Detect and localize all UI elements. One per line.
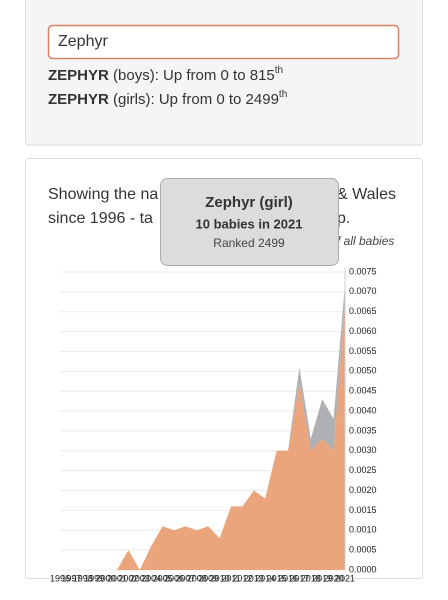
x-tick-label: 2008 [187,573,207,583]
x-tick-label: 2007 [175,573,195,583]
x-tick-label: 2019 [312,573,332,583]
y-tick-label: 0.0035 [349,425,377,435]
result-line: ZEPHYR (girls): Up from 0 to 2499th [48,89,287,108]
plot: 0.0000 0.0005 0.0010 0.0015 0.0020 0.0025 0.00… [50,266,377,583]
x-tick-label: 2021 [335,573,355,583]
tooltip-line: 10 babies in 2021 [196,216,303,231]
y-tick-label: 0.0000 [349,564,377,574]
description-note: f all babies [337,234,394,248]
y-tick-label: 0.0060 [349,326,377,336]
y-tick-label: 0.0005 [349,545,377,555]
x-tick-label: 2002 [118,573,138,583]
y-tick-label: 0.0070 [349,286,377,296]
x-tick-label: 1997 [61,573,81,583]
y-tick-label: 0.0040 [349,405,377,415]
x-tick-label: 2018 [301,573,321,583]
result-name: ZEPHYR [48,67,109,84]
y-tick-label: 0.0065 [349,306,377,316]
y-tick-label: 0.0055 [349,346,377,356]
y-tick-label: 0.0020 [349,485,377,495]
y-tick-label: 0.0030 [349,445,377,455]
tooltip-line: Ranked 2499 [213,236,285,250]
x-tick-label: 2005 [153,573,173,583]
x-tick-label: 1998 [73,573,93,583]
tooltip [160,178,339,266]
result-suffix: th [275,65,283,76]
result-name: ZEPHYR [48,91,109,108]
description: p. [337,210,350,227]
result-line: ZEPHYR (boys): Up from 0 to 815th [48,65,283,84]
input-text[interactable]: Zephyr [58,33,108,50]
tooltip-title: Zephyr (girl) [205,194,293,211]
area [60,299,345,570]
x-tick-label: 2013 [244,573,264,583]
description: Showing the na [48,186,158,203]
x-tick-label: 2017 [289,573,309,583]
x-tick-label: 2011 [221,573,240,583]
y-tick-label: 0.0025 [349,465,377,475]
y-tick-label: 0.0010 [349,525,377,535]
x-tick-label: 2020 [324,573,344,583]
x-tick-label: 2015 [267,573,287,583]
search-input[interactable] [47,24,400,60]
x-tick-label: 2004 [141,573,161,583]
x-tick-label: 2014 [255,573,275,583]
x-tick-label: 1999 [84,573,104,583]
description: & Wales [337,186,396,203]
y-tick-label: 0.0015 [349,505,377,515]
y-tick-label: 0.0050 [349,366,377,376]
result-suffix: th [279,89,287,100]
x-tick-label: 1996 [50,573,70,583]
x-tick-label: 2010 [210,573,230,583]
x-tick-label: 2006 [164,573,184,583]
result-text: (boys): Up from 0 to 815 [113,67,275,84]
result-text: (girls): Up from 0 to 2499 [113,91,279,108]
y-tick-label: 0.0075 [349,266,377,276]
x-tick-label: 2016 [278,573,298,583]
y-tick-label: 0.0045 [349,386,377,396]
x-tick-label: 2009 [198,573,218,583]
x-tick-label: 2012 [232,573,252,583]
description: since 1996 - ta [48,210,153,227]
x-tick-label: 2000 [96,573,116,583]
x-tick-label: 2003 [130,573,150,583]
x-tick-label: 2001 [107,573,127,583]
